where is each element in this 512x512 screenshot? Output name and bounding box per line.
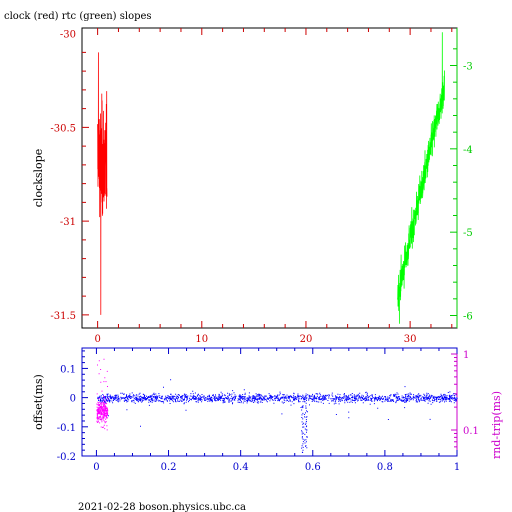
bottom-left-y-tick-label: 0.1 [60, 364, 76, 375]
top-left-y-tick-label: -30 [60, 30, 76, 41]
svg-text:20: 20 [300, 334, 313, 345]
bottom-panel: 0.1 0 -0.1 -0.2 1 0.1 0 0.2 0.4 0.6 0.8 … [32, 347, 503, 473]
rnd-trip-series-magenta [96, 358, 109, 431]
bottom-left-y-tick-label: 0 [70, 394, 76, 405]
bottom-x-ticks: 0 0.2 0.4 0.6 0.8 1 [93, 462, 460, 473]
rnd-trip-points-magenta [96, 358, 109, 431]
top-left-y-tick-label: -30.5 [50, 123, 76, 134]
top-left-y-ticks: -30 -30.5 -31 -31.5 [50, 30, 76, 322]
chart-title: clock (red) rtc (green) slopes [4, 11, 152, 22]
svg-text:-5: -5 [463, 228, 473, 239]
bottom-minor-ticks [82, 348, 458, 457]
bottom-x-tick-label: 0.4 [233, 462, 249, 473]
svg-text:-4: -4 [463, 145, 473, 156]
bottom-left-y-ticks: 0.1 0 -0.1 -0.2 [57, 364, 76, 463]
rtc-series-green [397, 32, 445, 324]
offset-points-blue [97, 379, 458, 453]
bottom-left-y-tick-label: -0.2 [57, 452, 76, 463]
bottom-left-y-tick-label: -0.1 [57, 423, 76, 434]
svg-text:1: 1 [463, 350, 469, 361]
svg-text:0.6: 0.6 [305, 462, 321, 473]
svg-text:0.2: 0.2 [161, 462, 177, 473]
top-minor-ticks [82, 28, 457, 328]
svg-text:-31.5: -31.5 [50, 311, 76, 322]
svg-text:-30: -30 [60, 30, 76, 41]
top-right-y-ticks: -3 -4 -5 -6 [463, 62, 473, 323]
svg-text:10: 10 [195, 334, 208, 345]
bottom-x-tick-label: 0.8 [377, 462, 393, 473]
rtc-line-green [397, 32, 445, 324]
top-x-ticks: 0 10 20 30 [94, 334, 416, 345]
offset-series-blue [97, 379, 458, 453]
top-x-tick-label: 10 [195, 334, 208, 345]
svg-text:0: 0 [93, 462, 99, 473]
svg-text:0.4: 0.4 [233, 462, 249, 473]
bottom-x-tick-label: 1 [454, 462, 460, 473]
footer-text: 2021-02-28 boson.physics.ubc.ca [78, 502, 246, 512]
svg-text:0.1: 0.1 [60, 364, 76, 375]
svg-text:-31: -31 [60, 217, 76, 228]
clockslope-line-red [97, 52, 108, 315]
svg-text:30: 30 [404, 334, 417, 345]
top-left-y-tick-label: -31 [60, 217, 76, 228]
bottom-right-y-ticks: 1 0.1 [463, 350, 479, 437]
svg-text:-0.2: -0.2 [57, 452, 76, 463]
top-right-y-tick-label: -4 [463, 145, 473, 156]
svg-text:-6: -6 [463, 312, 473, 323]
svg-text:-30.5: -30.5 [50, 123, 76, 134]
top-left-y-tick-label: -31.5 [50, 311, 76, 322]
clockslope-series-red [97, 52, 108, 315]
svg-text:0: 0 [70, 394, 76, 405]
bottom-x-tick-label: 0 [93, 462, 99, 473]
top-y-axis-label: clockslope [32, 149, 45, 207]
bottom-x-tick-label: 0.2 [161, 462, 177, 473]
bottom-left-axis-label: offset(ms) [32, 374, 45, 430]
svg-text:1: 1 [454, 462, 460, 473]
top-right-y-tick-label: -6 [463, 312, 473, 323]
svg-text:-3: -3 [463, 62, 473, 73]
svg-text:0: 0 [94, 334, 100, 345]
bottom-right-y-tick-label: 1 [463, 350, 469, 361]
top-panel: -30 -30.5 -31 -31.5 -3 -4 -5 -6 0 10 20 … [32, 27, 473, 345]
top-x-tick-label: 20 [300, 334, 313, 345]
top-x-tick-label: 30 [404, 334, 417, 345]
bottom-right-axis-label: rnd-trip(ms) [490, 391, 503, 459]
top-right-y-tick-label: -5 [463, 228, 473, 239]
bottom-right-y-tick-label: 0.1 [463, 426, 479, 437]
svg-text:0.8: 0.8 [377, 462, 393, 473]
top-x-tick-label: 0 [94, 334, 100, 345]
svg-text:-0.1: -0.1 [57, 423, 76, 434]
bottom-x-tick-label: 0.6 [305, 462, 321, 473]
top-right-y-tick-label: -3 [463, 62, 473, 73]
svg-text:0.1: 0.1 [463, 426, 479, 437]
